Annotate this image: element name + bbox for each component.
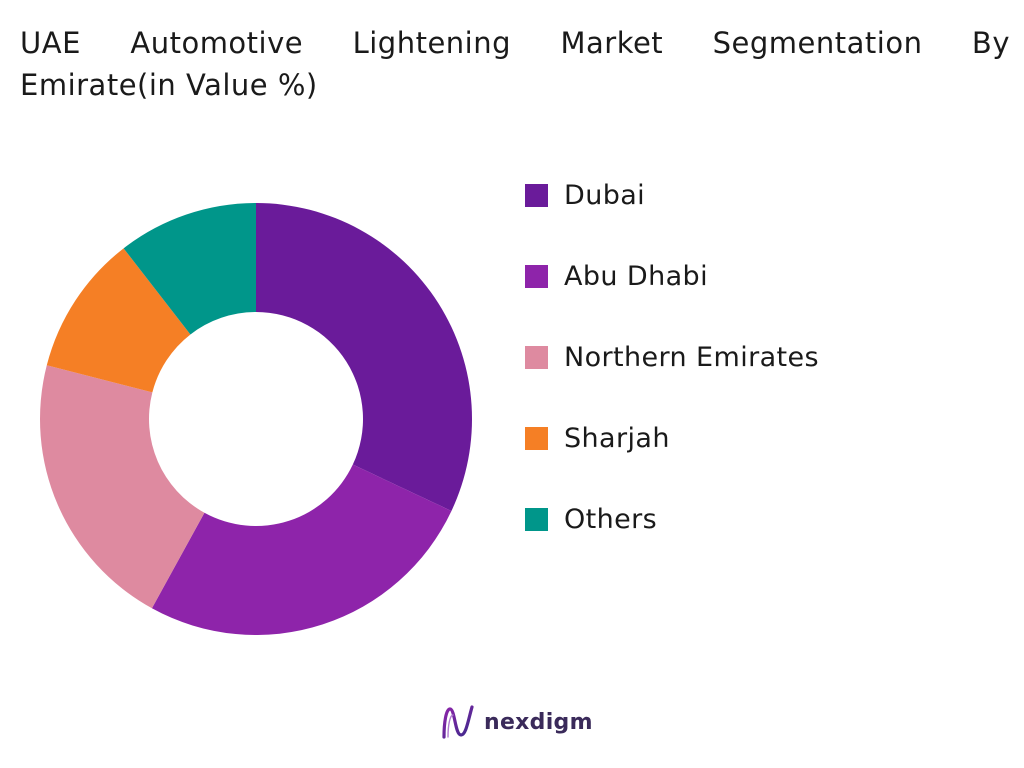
legend-swatch-dubai — [525, 184, 548, 207]
donut-slice-sharjah — [46, 248, 191, 393]
legend-item-northern-emirates: Northern Emirates — [525, 317, 819, 398]
legend-swatch-sharjah — [525, 427, 548, 450]
legend-item-sharjah: Sharjah — [525, 398, 819, 479]
chart-title: UAE Automotive Lightening Market Segment… — [20, 22, 1010, 106]
chart-title-line1: UAE Automotive Lightening Market Segment… — [20, 26, 1010, 60]
legend-item-others: Others — [525, 479, 819, 560]
brand-name: nexdigm — [484, 709, 593, 735]
chart-title-line2: Emirate(in Value %) — [20, 68, 318, 102]
legend-item-abu-dhabi: Abu Dhabi — [525, 236, 819, 317]
donut-slice-abu-dhabi — [151, 464, 452, 635]
brand-footer: nexdigm — [440, 703, 593, 741]
legend-swatch-others — [525, 508, 548, 531]
legend-swatch-northern-emirates — [525, 346, 548, 369]
nexdigm-logo-icon — [442, 705, 474, 739]
donut-slice-others — [123, 203, 256, 335]
legend-label-northern-emirates: Northern Emirates — [564, 342, 820, 373]
donut-slice-northern-emirates — [40, 365, 205, 609]
legend-label-sharjah: Sharjah — [564, 423, 670, 454]
chart-legend: Dubai Abu Dhabi Northern Emirates Sharjah Ot… — [525, 155, 819, 560]
legend-label-abu-dhabi: Abu Dhabi — [564, 261, 708, 292]
legend-label-others: Others — [564, 504, 658, 535]
legend-swatch-abu-dhabi — [525, 265, 548, 288]
donut-slice-dubai — [256, 203, 472, 511]
legend-item-dubai: Dubai — [525, 155, 819, 236]
legend-label-dubai: Dubai — [564, 180, 646, 211]
